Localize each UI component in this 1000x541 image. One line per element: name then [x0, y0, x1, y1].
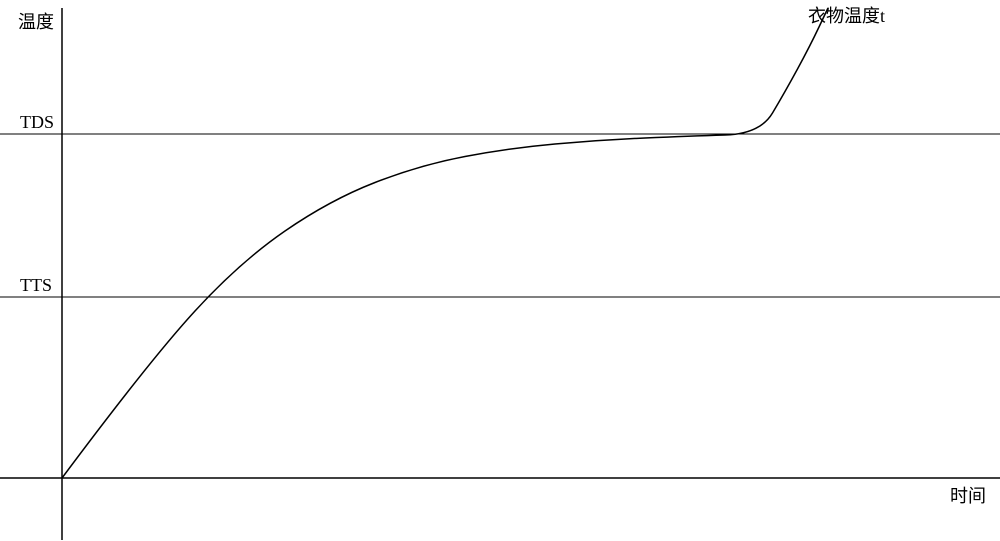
- tds-label: TDS: [20, 112, 54, 132]
- temperature-chart: TDS TTS 温度时间 衣物温度t: [0, 0, 1000, 541]
- chart-background: [0, 0, 1000, 541]
- y-axis-label: 温度: [18, 12, 54, 32]
- tts-label: TTS: [20, 275, 52, 295]
- x-axis-label: 时间: [950, 486, 986, 506]
- curve-label: 衣物温度t: [808, 6, 885, 26]
